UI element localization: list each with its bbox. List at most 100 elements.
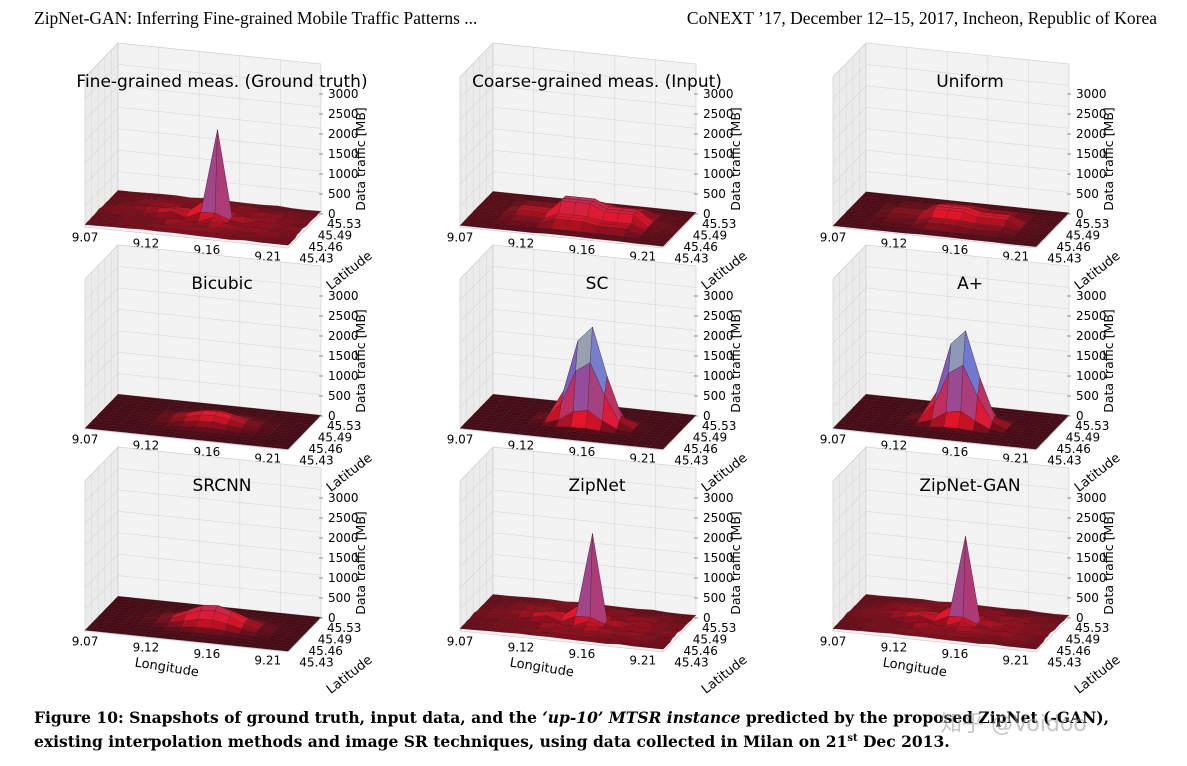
z-tick-label: 2500 <box>328 309 359 323</box>
wall-gridline <box>865 149 1070 172</box>
wall-gridline <box>459 489 494 525</box>
y-tick-label: 45.49 <box>318 633 352 647</box>
x-axis-label: Longitude <box>509 655 575 680</box>
z-axis-label: Data traffic [MB] <box>728 309 743 413</box>
surface-cell <box>1021 242 1039 247</box>
surface-cell <box>582 625 601 632</box>
wall-gridline <box>459 64 494 99</box>
wall-gridline <box>459 373 494 408</box>
z-tick-label: 2500 <box>703 107 734 121</box>
wall-gridline <box>84 266 119 301</box>
wall-gridline <box>84 330 119 365</box>
surface-cell <box>943 411 962 429</box>
z-tick-label: 1500 <box>703 147 734 161</box>
wall-gridline <box>832 309 867 344</box>
surface-cell <box>273 647 291 652</box>
wall-gridline <box>832 330 867 365</box>
y-tick-label: 45.46 <box>309 240 343 254</box>
surface-cell <box>931 208 949 220</box>
z-tick-label: 3000 <box>1076 491 1107 505</box>
y-tick-label: 45.49 <box>1066 229 1100 243</box>
y-tick-label: 45.53 <box>702 419 736 433</box>
wall-gridline <box>832 85 867 121</box>
panel-title: Bicubic <box>191 274 252 294</box>
wall-gridline <box>492 64 697 86</box>
wall-gridline <box>117 128 322 151</box>
z-tick-label: 1000 <box>328 369 359 383</box>
wall-gridline <box>865 64 1070 86</box>
z-tick-label: 2500 <box>1076 107 1107 121</box>
z-tick-label: 2500 <box>703 511 734 525</box>
wall-gridline <box>459 553 494 589</box>
wall-gridline <box>865 287 1070 310</box>
wall-gridline <box>117 532 322 555</box>
panel-title: Uniform <box>936 72 1004 92</box>
wall-gridline <box>459 532 494 567</box>
surface-cell <box>1021 445 1039 450</box>
y-tick-label: 45.46 <box>1057 442 1091 456</box>
wall-gridline <box>84 351 119 387</box>
y-tick-label: 45.53 <box>1075 419 1109 433</box>
wall-gridline <box>84 468 119 503</box>
panel-title: A+ <box>957 274 983 294</box>
wall-gridline <box>84 64 119 99</box>
y-tick-label: 45.46 <box>684 240 718 254</box>
caption-italic: ‘up-10’ MTSR instance <box>542 708 741 727</box>
wall-gridline <box>492 510 697 533</box>
wall-gridline <box>84 511 119 546</box>
surface-cell <box>871 617 889 623</box>
z-tick-label: 0 <box>703 611 711 625</box>
wall-gridline <box>117 106 322 129</box>
surface-cell <box>558 200 576 216</box>
x-tick-label: 9.21 <box>1002 653 1029 667</box>
wall-gridline <box>459 171 494 206</box>
wall-gridline <box>117 308 322 331</box>
x-tick-label: 9.07 <box>447 634 474 648</box>
z-tick-label: 500 <box>1076 389 1099 403</box>
z-axis-label: Data traffic [MB] <box>1101 511 1116 615</box>
surface-cell <box>200 605 218 612</box>
z-tick-label: 3000 <box>703 289 734 303</box>
z-tick-label: 0 <box>1076 611 1084 625</box>
wall-gridline <box>865 85 1070 108</box>
y-tick-label: 45.46 <box>684 644 718 658</box>
z-tick-label: 2000 <box>328 329 359 343</box>
wall-gridline <box>865 128 1070 151</box>
wall-gridline <box>84 373 119 408</box>
wall-gridline <box>832 468 867 503</box>
wall-gridline <box>117 330 322 353</box>
running-header-title: ZipNet-GAN: Inferring Fine-grained Mobil… <box>34 8 478 28</box>
surface-panel: 0 500 1000 1500 2000 2500 3000 Data traffic [MB… <box>72 42 375 293</box>
surface-cell <box>270 225 288 231</box>
wall-gridline <box>117 266 322 288</box>
z-tick-label: 0 <box>328 207 336 221</box>
wall-gridline <box>117 287 322 310</box>
wall-gridline <box>117 489 322 512</box>
y-tick-label: 45.43 <box>674 454 708 468</box>
y-tick-label: 45.46 <box>684 442 718 456</box>
wall-gridline <box>84 489 119 525</box>
z-tick-label: 2500 <box>703 309 734 323</box>
y-tick-label: 45.43 <box>1047 252 1081 266</box>
surface-cell <box>101 204 119 208</box>
panel-title: SC <box>586 274 609 294</box>
z-tick-label: 500 <box>703 187 726 201</box>
wall-gridline <box>117 373 322 395</box>
surface-cell <box>154 418 172 422</box>
caption-end: Dec 2013. <box>857 732 950 751</box>
z-tick-label: 500 <box>328 389 351 403</box>
wall-gridline <box>459 575 494 610</box>
x-tick-label: 9.07 <box>820 634 847 648</box>
y-tick-label: 45.46 <box>1057 240 1091 254</box>
z-axis-label: Data traffic [MB] <box>728 511 743 615</box>
wall-gridline <box>117 575 322 597</box>
surface-cell <box>645 629 663 635</box>
surface-cell <box>868 218 887 222</box>
z-axis-label: Data traffic [MB] <box>353 309 368 413</box>
x-tick-label: 9.21 <box>254 653 281 667</box>
wall-gridline <box>832 149 867 185</box>
zhihu-watermark: 知乎 @Voidoo <box>940 712 1087 737</box>
caption-sup: st <box>847 732 858 744</box>
z-tick-label: 2000 <box>1076 329 1107 343</box>
z-tick-label: 3000 <box>1076 289 1107 303</box>
